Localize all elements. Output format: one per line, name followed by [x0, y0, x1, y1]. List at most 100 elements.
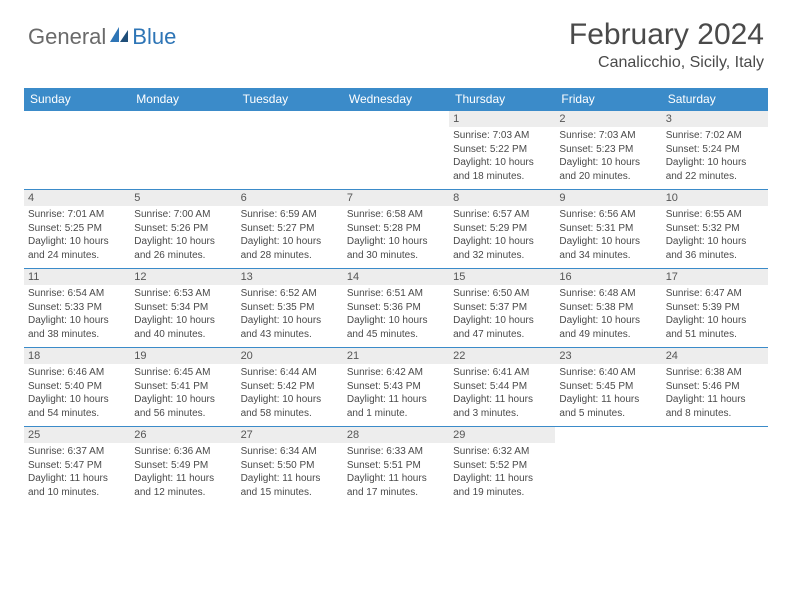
- day-cell: 5Sunrise: 7:00 AMSunset: 5:26 PMDaylight…: [130, 190, 236, 269]
- daylight-text-2: and 58 minutes.: [241, 407, 339, 421]
- day-cell: [555, 427, 661, 506]
- day-number-bar: 14: [343, 269, 449, 285]
- daylight-text-1: Daylight: 11 hours: [453, 472, 551, 486]
- day-content: Sunrise: 6:41 AMSunset: 5:44 PMDaylight:…: [449, 364, 555, 426]
- day-number-bar: 21: [343, 348, 449, 364]
- day-number-bar: 10: [662, 190, 768, 206]
- daylight-text-1: Daylight: 10 hours: [241, 235, 339, 249]
- location: Canalicchio, Sicily, Italy: [569, 54, 764, 72]
- daylight-text-2: and 45 minutes.: [347, 328, 445, 342]
- daylight-text-2: and 34 minutes.: [559, 249, 657, 263]
- sunset-text: Sunset: 5:27 PM: [241, 222, 339, 236]
- day-header: Tuesday: [237, 88, 343, 111]
- daylight-text-2: and 5 minutes.: [559, 407, 657, 421]
- day-content: Sunrise: 6:33 AMSunset: 5:51 PMDaylight:…: [343, 443, 449, 505]
- daylight-text-1: Daylight: 10 hours: [28, 314, 126, 328]
- daylight-text-1: Daylight: 11 hours: [134, 472, 232, 486]
- daylight-text-1: Daylight: 10 hours: [453, 314, 551, 328]
- day-cell: 17Sunrise: 6:47 AMSunset: 5:39 PMDayligh…: [662, 269, 768, 348]
- sunset-text: Sunset: 5:50 PM: [241, 459, 339, 473]
- day-number-bar: 4: [24, 190, 130, 206]
- day-content: Sunrise: 6:47 AMSunset: 5:39 PMDaylight:…: [662, 285, 768, 347]
- sunset-text: Sunset: 5:36 PM: [347, 301, 445, 315]
- sunset-text: Sunset: 5:46 PM: [666, 380, 764, 394]
- day-cell: 15Sunrise: 6:50 AMSunset: 5:37 PMDayligh…: [449, 269, 555, 348]
- day-cell: [237, 111, 343, 190]
- day-cell: 14Sunrise: 6:51 AMSunset: 5:36 PMDayligh…: [343, 269, 449, 348]
- day-content: Sunrise: 6:52 AMSunset: 5:35 PMDaylight:…: [237, 285, 343, 347]
- day-cell: 25Sunrise: 6:37 AMSunset: 5:47 PMDayligh…: [24, 427, 130, 506]
- daylight-text-2: and 12 minutes.: [134, 486, 232, 500]
- sunrise-text: Sunrise: 6:38 AM: [666, 366, 764, 380]
- daylight-text-1: Daylight: 11 hours: [347, 472, 445, 486]
- day-number-bar: 29: [449, 427, 555, 443]
- daylight-text-2: and 3 minutes.: [453, 407, 551, 421]
- day-number-bar: 20: [237, 348, 343, 364]
- day-number-bar: [237, 111, 343, 127]
- daylight-text-1: Daylight: 11 hours: [453, 393, 551, 407]
- day-cell: 24 Sunrise: 6:38 AMSunset: 5:46 PMDayligh…: [662, 348, 768, 427]
- logo-sail-icon: [108, 25, 130, 50]
- sunset-text: Sunset: 5:29 PM: [453, 222, 551, 236]
- day-cell: 29Sunrise: 6:32 AMSunset: 5:52 PMDayligh…: [449, 427, 555, 506]
- sunrise-text: Sunrise: 6:56 AM: [559, 208, 657, 222]
- day-content: Sunrise: 7:03 AMSunset: 5:22 PMDaylight:…: [449, 127, 555, 189]
- daylight-text-2: and 43 minutes.: [241, 328, 339, 342]
- daylight-text-1: Daylight: 10 hours: [666, 235, 764, 249]
- day-number-bar: 3: [662, 111, 768, 127]
- daylight-text-1: Daylight: 11 hours: [241, 472, 339, 486]
- daylight-text-2: and 36 minutes.: [666, 249, 764, 263]
- day-number-bar: 28: [343, 427, 449, 443]
- day-cell: 23Sunrise: 6:40 AMSunset: 5:45 PMDayligh…: [555, 348, 661, 427]
- sunset-text: Sunset: 5:42 PM: [241, 380, 339, 394]
- daylight-text-2: and 30 minutes.: [347, 249, 445, 263]
- daylight-text-2: and 18 minutes.: [453, 170, 551, 184]
- sunrise-text: Sunrise: 6:44 AM: [241, 366, 339, 380]
- day-cell: [662, 427, 768, 506]
- day-cell: 26Sunrise: 6:36 AMSunset: 5:49 PMDayligh…: [130, 427, 236, 506]
- daylight-text-2: and 20 minutes.: [559, 170, 657, 184]
- day-content: Sunrise: 6:42 AMSunset: 5:43 PMDaylight:…: [343, 364, 449, 426]
- day-content: Sunrise: 6:51 AMSunset: 5:36 PMDaylight:…: [343, 285, 449, 347]
- daylight-text-1: Daylight: 10 hours: [134, 314, 232, 328]
- daylight-text-2: and 54 minutes.: [28, 407, 126, 421]
- daylight-text-1: Daylight: 10 hours: [559, 235, 657, 249]
- day-cell: 9Sunrise: 6:56 AMSunset: 5:31 PMDaylight…: [555, 190, 661, 269]
- sunrise-text: Sunrise: 6:48 AM: [559, 287, 657, 301]
- day-number-bar: 23: [555, 348, 661, 364]
- day-number-bar: 24: [662, 348, 768, 364]
- day-number-bar: [555, 427, 661, 443]
- logo-text-general: General: [28, 24, 106, 50]
- daylight-text-1: Daylight: 11 hours: [666, 393, 764, 407]
- day-cell: 13Sunrise: 6:52 AMSunset: 5:35 PMDayligh…: [237, 269, 343, 348]
- day-cell: 6Sunrise: 6:59 AMSunset: 5:27 PMDaylight…: [237, 190, 343, 269]
- daylight-text-2: and 56 minutes.: [134, 407, 232, 421]
- day-number-bar: 9: [555, 190, 661, 206]
- day-header: Sunday: [24, 88, 130, 111]
- day-number-bar: 13: [237, 269, 343, 285]
- day-number-bar: 6: [237, 190, 343, 206]
- day-cell: 12Sunrise: 6:53 AMSunset: 5:34 PMDayligh…: [130, 269, 236, 348]
- daylight-text-1: Daylight: 10 hours: [134, 393, 232, 407]
- sunset-text: Sunset: 5:45 PM: [559, 380, 657, 394]
- day-cell: 16Sunrise: 6:48 AMSunset: 5:38 PMDayligh…: [555, 269, 661, 348]
- day-number-bar: 18: [24, 348, 130, 364]
- sunset-text: Sunset: 5:24 PM: [666, 143, 764, 157]
- day-content: Sunrise: 6:32 AMSunset: 5:52 PMDaylight:…: [449, 443, 555, 505]
- sunset-text: Sunset: 5:43 PM: [347, 380, 445, 394]
- day-number-bar: 2: [555, 111, 661, 127]
- day-number-bar: [24, 111, 130, 127]
- daylight-text-1: Daylight: 10 hours: [453, 235, 551, 249]
- day-cell: [343, 111, 449, 190]
- daylight-text-2: and 22 minutes.: [666, 170, 764, 184]
- day-header-row: SundayMondayTuesdayWednesdayThursdayFrid…: [24, 88, 768, 111]
- day-content: Sunrise: 6:53 AMSunset: 5:34 PMDaylight:…: [130, 285, 236, 347]
- sunrise-text: Sunrise: 6:41 AM: [453, 366, 551, 380]
- calendar-table: SundayMondayTuesdayWednesdayThursdayFrid…: [24, 88, 768, 505]
- daylight-text-1: Daylight: 10 hours: [559, 314, 657, 328]
- day-content: Sunrise: 6:46 AMSunset: 5:40 PMDaylight:…: [24, 364, 130, 426]
- sunset-text: Sunset: 5:33 PM: [28, 301, 126, 315]
- sunrise-text: Sunrise: 6:53 AM: [134, 287, 232, 301]
- day-cell: 7Sunrise: 6:58 AMSunset: 5:28 PMDaylight…: [343, 190, 449, 269]
- day-cell: [24, 111, 130, 190]
